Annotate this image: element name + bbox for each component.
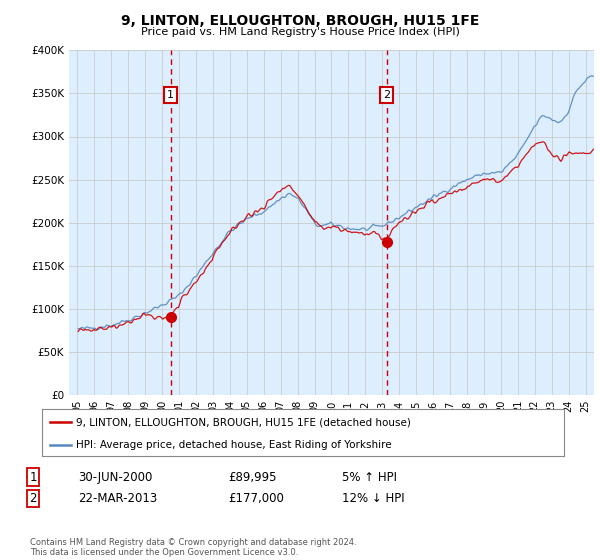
Text: 1: 1 — [29, 470, 37, 484]
Text: HPI: Average price, detached house, East Riding of Yorkshire: HPI: Average price, detached house, East… — [76, 440, 392, 450]
Text: Price paid vs. HM Land Registry's House Price Index (HPI): Price paid vs. HM Land Registry's House … — [140, 27, 460, 38]
Text: 9, LINTON, ELLOUGHTON, BROUGH, HU15 1FE (detached house): 9, LINTON, ELLOUGHTON, BROUGH, HU15 1FE … — [76, 417, 411, 427]
Text: Contains HM Land Registry data © Crown copyright and database right 2024.
This d: Contains HM Land Registry data © Crown c… — [30, 538, 356, 557]
Text: 9, LINTON, ELLOUGHTON, BROUGH, HU15 1FE: 9, LINTON, ELLOUGHTON, BROUGH, HU15 1FE — [121, 14, 479, 28]
Text: 2: 2 — [383, 90, 390, 100]
Text: 1: 1 — [167, 90, 174, 100]
Text: 30-JUN-2000: 30-JUN-2000 — [78, 470, 152, 484]
Text: £177,000: £177,000 — [228, 492, 284, 505]
Text: 2: 2 — [29, 492, 37, 505]
Text: 22-MAR-2013: 22-MAR-2013 — [78, 492, 157, 505]
Text: £89,995: £89,995 — [228, 470, 277, 484]
Text: 5% ↑ HPI: 5% ↑ HPI — [342, 470, 397, 484]
Text: 12% ↓ HPI: 12% ↓ HPI — [342, 492, 404, 505]
